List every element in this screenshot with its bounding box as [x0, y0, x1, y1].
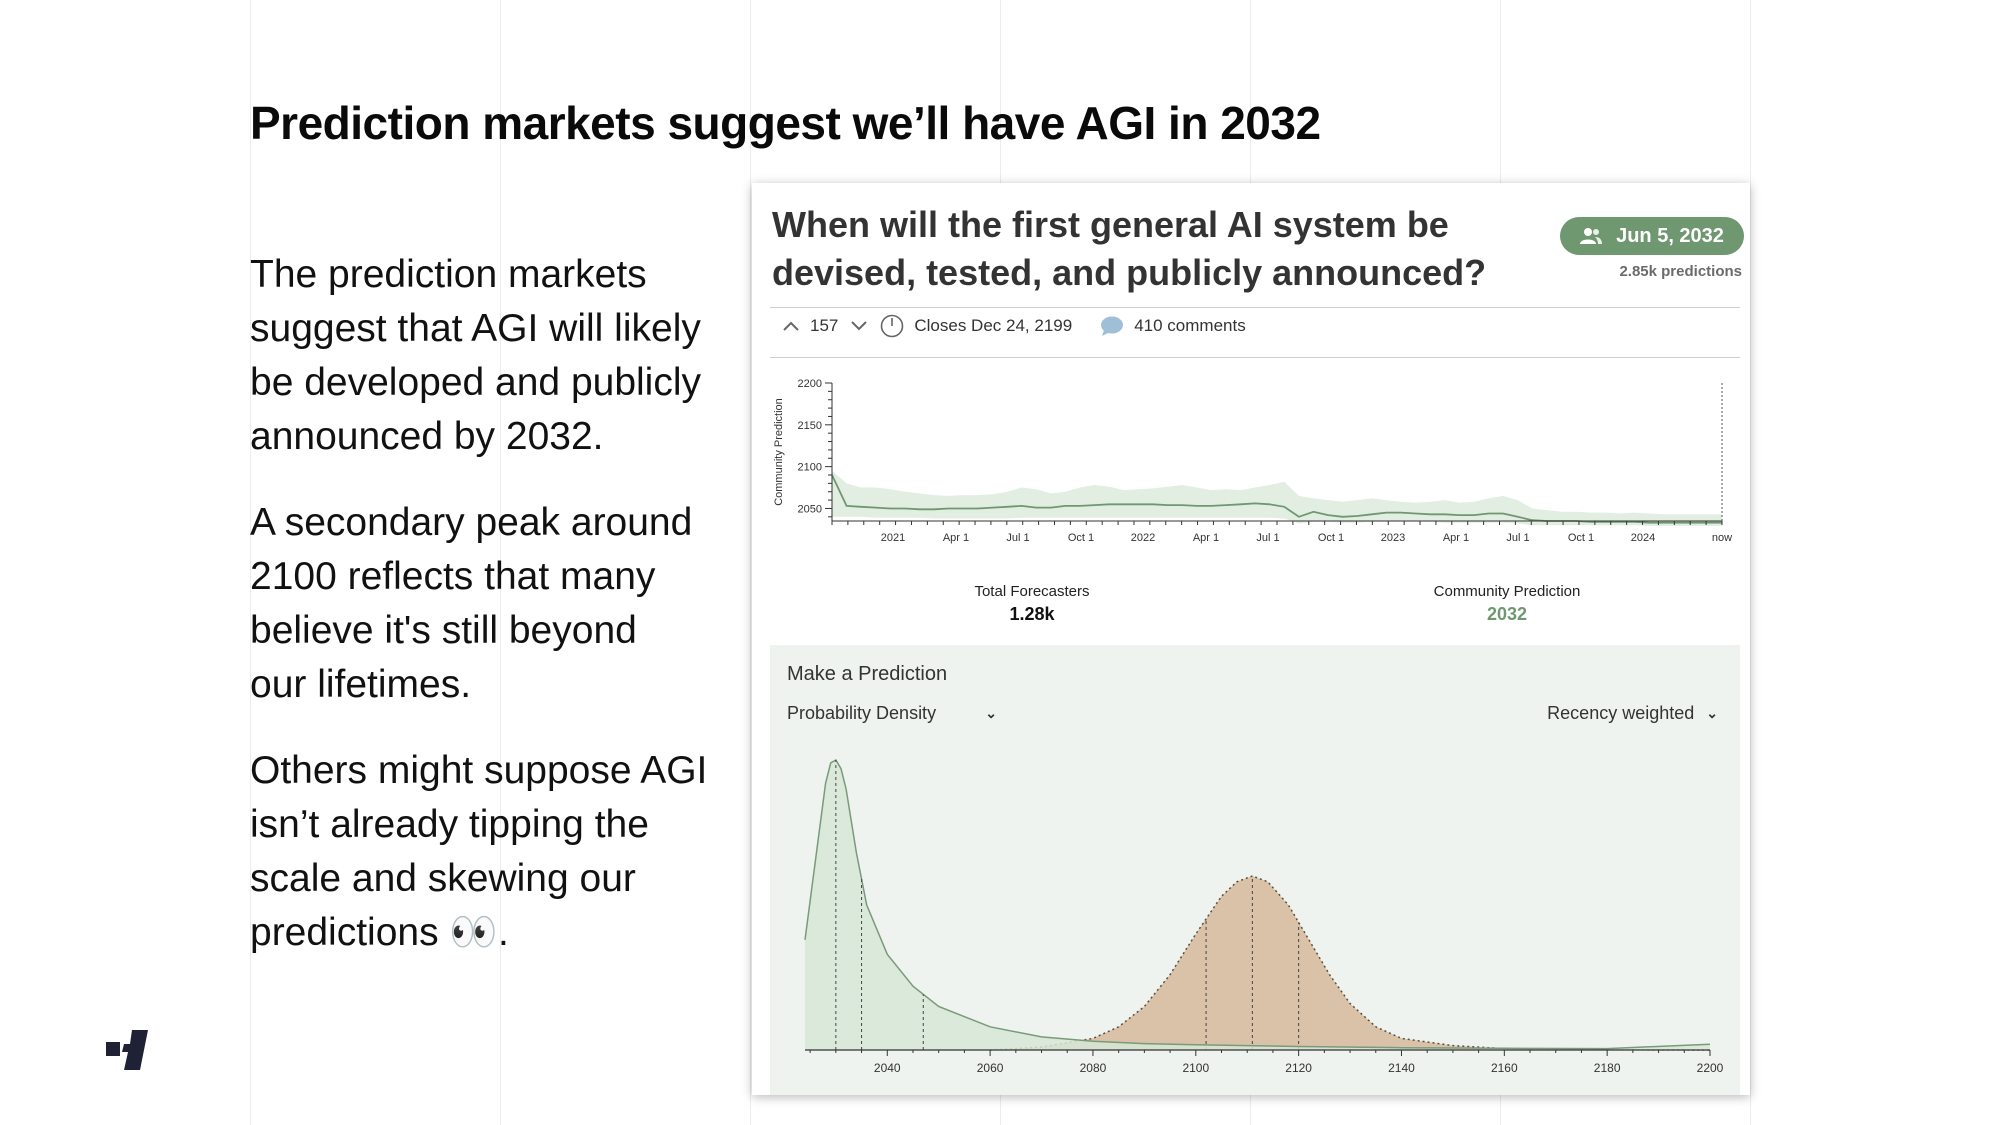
community-prediction-stat: Community Prediction 2032	[1392, 583, 1622, 625]
question-title-line: When will the first general AI system be	[772, 204, 1449, 245]
question-card: When will the first general AI system be…	[752, 183, 1750, 1095]
x-tick-label: 2024	[1631, 532, 1655, 544]
grid-line	[1750, 0, 1751, 1125]
make-prediction-title: Make a Prediction	[787, 663, 948, 685]
grid-line	[250, 0, 251, 1125]
paragraph-line: isn’t already tipping the	[250, 803, 649, 846]
confidence-band	[832, 470, 1722, 526]
y-tick-label: 2200	[798, 378, 822, 390]
divider	[770, 307, 1740, 308]
close-date: Closes Dec 24, 2199	[914, 316, 1073, 335]
x-tick-label: Oct 1	[1568, 532, 1594, 544]
x-tick-label: Oct 1	[1068, 532, 1094, 544]
slide-title: Prediction markets suggest we’ll have AG…	[250, 97, 1321, 149]
question-meta-row: 157 Closes Dec 24, 2199 410 comments	[770, 307, 1246, 345]
clock-icon	[880, 314, 904, 338]
paragraph-1: The prediction markets suggest that AGI …	[250, 248, 750, 464]
paragraph-line: A secondary peak around	[250, 501, 693, 544]
paragraph-line: believe it's still beyond	[250, 609, 637, 652]
paragraph-line: scale and skewing our	[250, 857, 636, 900]
paragraph-line: suggest that AGI will likely	[250, 307, 701, 350]
comments-link[interactable]: 410 comments	[1134, 316, 1246, 335]
history-chart: 2050 2100 2150 2200 Community Prediction 2021…	[773, 378, 1732, 544]
paragraph-3: Others might suppose AGI isn’t already t…	[250, 744, 750, 960]
x-tick-label: 2140	[1388, 1061, 1415, 1075]
prediction-count: 2.85k predictions	[1619, 263, 1742, 280]
total-forecasters-value: 1.28k	[1009, 604, 1055, 624]
brand-logo	[106, 1030, 148, 1070]
paragraph-2: A secondary peak around 2100 reflects th…	[250, 496, 750, 712]
x-tick-label: Jul 1	[1256, 532, 1279, 544]
paragraph-line: our lifetimes.	[250, 663, 472, 706]
density-chart[interactable]: 2040 2060 2080 2100 2120 2140 2160 2180 2200	[770, 740, 1740, 1090]
grid-line	[750, 0, 751, 1125]
x-tick-label: 2022	[1131, 532, 1155, 544]
x-tick-label: 2160	[1491, 1061, 1518, 1075]
users-icon	[1580, 228, 1603, 244]
paragraph-line: Others might suppose AGI	[250, 749, 708, 792]
y-axis-label: Community Prediction	[773, 398, 785, 506]
x-tick-label: 2180	[1594, 1061, 1621, 1075]
community-prediction-label: Community Prediction	[1433, 583, 1581, 600]
total-forecasters-stat: Total Forecasters 1.28k	[932, 583, 1132, 625]
community-density-line	[804, 758, 1711, 1050]
x-tick-label: Jul 1	[1006, 532, 1029, 544]
distribution-type-value: Probability Density	[787, 703, 937, 723]
community-prediction-date: Jun 5, 2032	[1616, 224, 1724, 247]
x-tick-label: now	[1712, 532, 1732, 544]
question-title-line: devised, tested, and publicly announced?	[772, 252, 1487, 293]
paragraph-line: 2100 reflects that many	[250, 555, 656, 598]
comment-icon	[1100, 315, 1124, 337]
paragraph-line: predictions 👀.	[250, 911, 509, 954]
x-tick-label: 2040	[874, 1061, 901, 1075]
x-tick-label: 2200	[1697, 1061, 1724, 1075]
chevron-down-icon: ⌄	[985, 705, 997, 721]
x-tick-label: Apr 1	[1193, 532, 1219, 544]
paragraph-line: announced by 2032.	[250, 415, 604, 458]
downvote-icon[interactable]	[850, 320, 868, 332]
alternate-density-area	[990, 876, 1710, 1050]
paragraph-line: The prediction markets	[250, 253, 647, 296]
y-tick-label: 2150	[798, 420, 822, 432]
total-forecasters-label: Total Forecasters	[974, 583, 1090, 600]
y-tick-label: 2050	[798, 503, 822, 515]
x-tick-label: 2120	[1285, 1061, 1312, 1075]
upvote-icon[interactable]	[782, 320, 800, 332]
x-tick-label: 2023	[1381, 532, 1405, 544]
x-tick-label: 2021	[881, 532, 905, 544]
chevron-down-icon: ⌄	[1706, 705, 1718, 721]
grid-line	[500, 0, 501, 1125]
x-tick-label: 2060	[977, 1061, 1004, 1075]
community-prediction-value: 2032	[1486, 604, 1528, 624]
community-density-area	[805, 760, 1710, 1050]
weighting-select[interactable]: Recency weighted ⌄	[1547, 703, 1718, 724]
weighting-value: Recency weighted	[1547, 703, 1695, 723]
x-tick-label: Apr 1	[943, 532, 969, 544]
x-tick-label: Oct 1	[1318, 532, 1344, 544]
alternate-density-line	[990, 875, 1711, 1051]
question-title: When will the first general AI system be…	[772, 201, 1552, 297]
community-prediction-badge[interactable]: Jun 5, 2032	[1560, 217, 1744, 255]
x-tick-label: Apr 1	[1443, 532, 1469, 544]
x-tick-label: 2100	[1182, 1061, 1209, 1075]
vote-count: 157	[810, 316, 839, 335]
x-tick-label: 2080	[1080, 1061, 1107, 1075]
make-prediction-panel: Make a Prediction Probability Density ⌄ …	[770, 645, 1740, 1095]
x-tick-label: Jul 1	[1506, 532, 1529, 544]
y-tick-label: 2100	[798, 462, 822, 474]
distribution-type-select[interactable]: Probability Density ⌄	[787, 703, 997, 724]
divider	[770, 357, 1740, 358]
paragraph-line: be developed and publicly	[250, 361, 702, 404]
